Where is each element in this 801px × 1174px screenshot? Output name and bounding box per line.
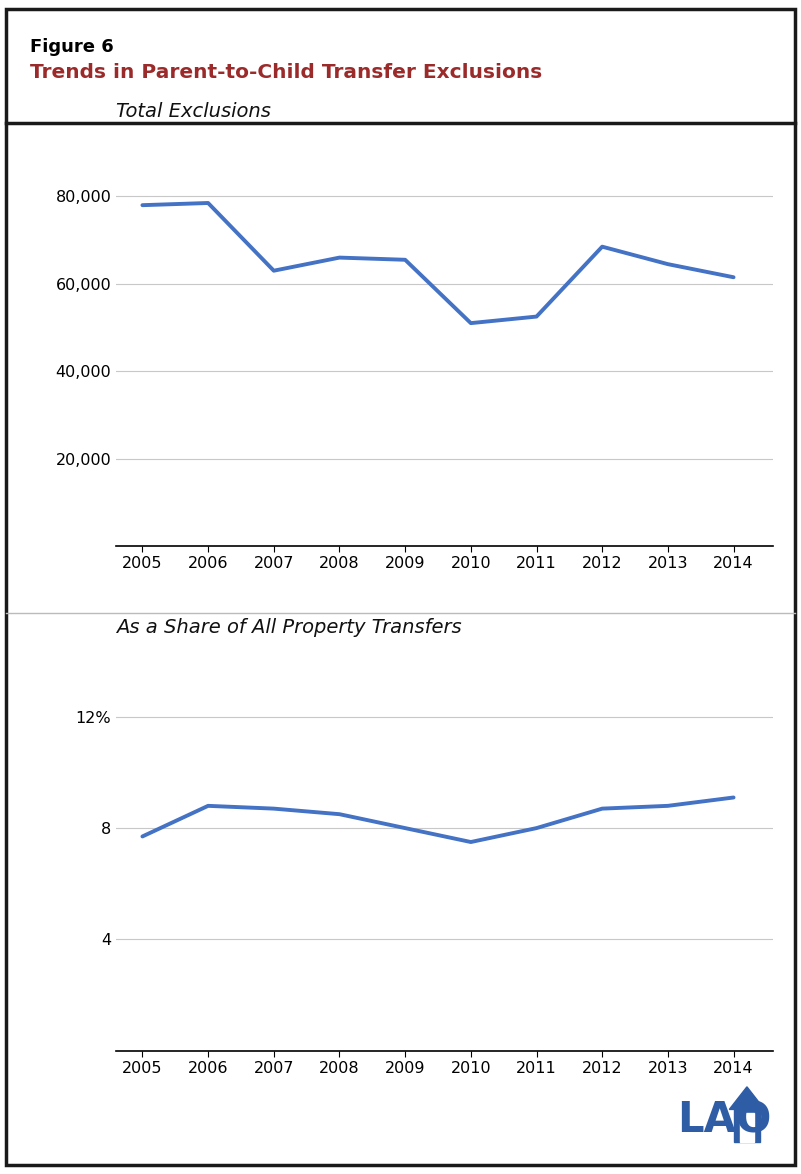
Polygon shape [729,1087,765,1109]
Text: Trends in Parent-to-Child Transfer Exclusions: Trends in Parent-to-Child Transfer Exclu… [30,63,543,82]
Text: Figure 6: Figure 6 [30,38,115,55]
Text: LAO: LAO [677,1099,771,1141]
Bar [740,1122,754,1141]
Text: As a Share of All Property Transfers: As a Share of All Property Transfers [116,619,461,637]
Text: Total Exclusions: Total Exclusions [116,102,271,121]
Bar [734,1109,760,1141]
Bar [740,1113,754,1122]
